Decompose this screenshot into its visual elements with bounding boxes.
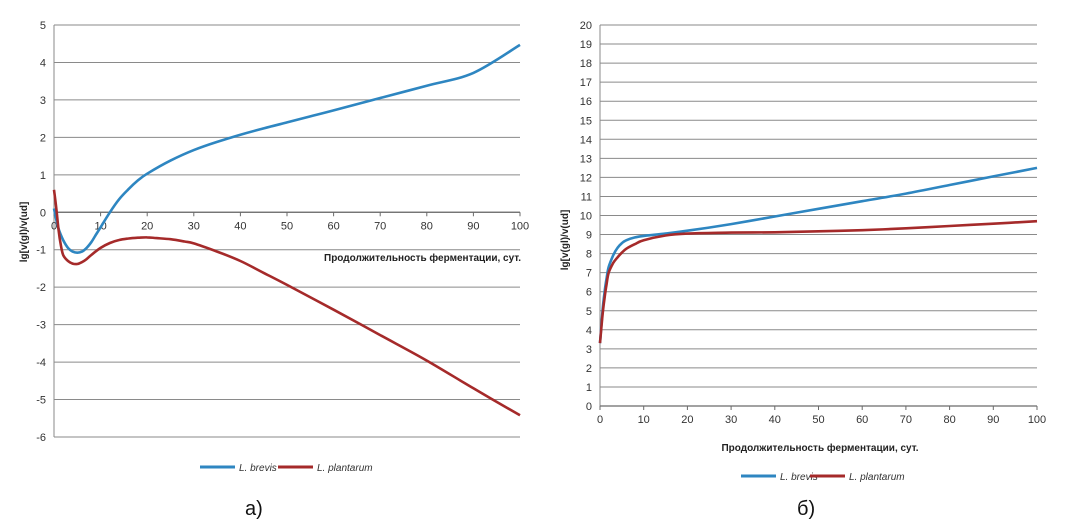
x-tick-b-7: 70: [900, 414, 912, 426]
y-tick-b-4: 4: [586, 325, 592, 337]
y-tick-b-13: 13: [580, 153, 592, 165]
y-tick-b-20: 20: [580, 20, 592, 32]
y-tick-b-11: 11: [581, 191, 592, 203]
y-tick-b-2: 2: [586, 363, 592, 375]
x-tick-a-10: 100: [511, 220, 529, 232]
y-tick-b-10: 10: [580, 211, 592, 223]
y-tick-b-17: 17: [580, 77, 592, 89]
y-axis-label-b: lg[v(gl)/v(ud]: [560, 210, 571, 271]
x-tick-a-0: 0: [51, 220, 57, 232]
x-tick-a-3: 30: [188, 220, 200, 232]
x-tick-a-6: 60: [327, 220, 339, 232]
y-tick-a-6: 0: [40, 207, 46, 219]
panel-label-b: б): [797, 498, 815, 520]
y-tick-a-11: 5: [40, 20, 46, 32]
y-tick-b-5: 5: [586, 306, 592, 318]
y-tick-b-6: 6: [586, 287, 592, 299]
y-tick-b-12: 12: [580, 172, 592, 184]
series-line-b-1: [598, 219, 1038, 344]
x-tick-b-10: 100: [1028, 414, 1046, 426]
y-tick-b-14: 14: [580, 134, 592, 146]
y-tick-b-16: 16: [580, 96, 592, 108]
legend-label-a-0: L. brevis: [239, 463, 277, 474]
x-tick-b-3: 30: [725, 414, 737, 426]
y-ticks-a: -6 -5 -4 -3 -2 -1 0 1 2 3 4 5: [36, 20, 46, 444]
y-tick-b-8: 8: [586, 249, 592, 261]
x-tick-b-2: 20: [681, 414, 693, 426]
x-tick-a-4: 40: [234, 220, 246, 232]
x-tick-b-1: 10: [638, 414, 650, 426]
legend-b: L. brevis L. plantarum: [741, 472, 905, 483]
panel-label-a: а): [245, 498, 263, 520]
y-tick-b-18: 18: [580, 58, 592, 70]
y-tick-a-2: -4: [36, 357, 46, 369]
y-tick-a-8: 2: [40, 132, 46, 144]
x-tick-b-9: 90: [987, 414, 999, 426]
y-tick-a-3: -3: [36, 320, 46, 332]
y-tick-a-1: -5: [36, 395, 46, 407]
series-a: [52, 43, 521, 417]
x-tick-b-8: 80: [943, 414, 955, 426]
legend-label-b-1: L. plantarum: [849, 472, 905, 483]
x-axis-label-a: Продолжительность ферментации, сут.: [324, 252, 521, 264]
x-tick-a-8: 80: [421, 220, 433, 232]
y-tick-b-9: 9: [586, 230, 592, 242]
legend-label-a-1: L. plantarum: [317, 463, 373, 474]
x-ticks-b: 0 10 20 30 40 50 60 70 80 90 100: [597, 406, 1046, 426]
x-tick-a-5: 50: [281, 220, 293, 232]
y-tick-a-4: -2: [36, 282, 46, 294]
y-axis-label-a: lg[v(gl)/v(ud]: [19, 202, 30, 263]
y-tick-b-1: 1: [586, 382, 592, 394]
x-tick-b-6: 60: [856, 414, 868, 426]
x-tick-b-0: 0: [597, 414, 603, 426]
x-tick-a-9: 90: [467, 220, 479, 232]
y-tick-b-0: 0: [586, 401, 592, 413]
x-axis-label-b: Продолжительность ферментации, сут.: [721, 442, 918, 454]
x-ticks-a: 0 10 20 30 40 50 60 70 80 90 100: [51, 212, 529, 232]
series-b: [598, 166, 1038, 344]
y-tick-a-5: -1: [36, 245, 46, 257]
grid-b: [599, 24, 1037, 407]
y-tick-a-0: -6: [36, 432, 46, 444]
y-tick-b-15: 15: [580, 115, 592, 127]
x-tick-a-2: 20: [141, 220, 153, 232]
series-line-a-0: [52, 43, 521, 254]
series-line-a-1: [52, 189, 521, 417]
series-line-b-0: [598, 166, 1038, 344]
legend-label-b-0: L. brevis: [780, 472, 818, 483]
y-tick-a-9: 3: [40, 95, 46, 107]
y-tick-a-7: 1: [40, 170, 46, 182]
y-tick-b-7: 7: [586, 268, 592, 280]
y-tick-b-19: 19: [580, 39, 592, 51]
y-tick-b-3: 3: [586, 344, 592, 356]
legend-a: L. brevis L. plantarum: [200, 463, 373, 474]
x-tick-b-5: 50: [812, 414, 824, 426]
x-tick-a-7: 70: [374, 220, 386, 232]
x-tick-b-4: 40: [769, 414, 781, 426]
y-tick-a-10: 4: [40, 57, 46, 69]
